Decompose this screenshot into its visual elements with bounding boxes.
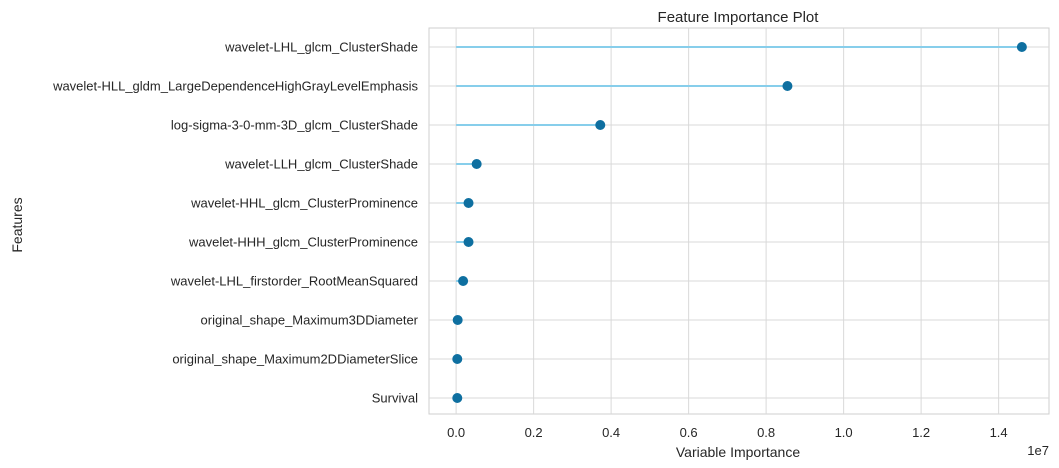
y-tick-labels: wavelet-LHL_glcm_ClusterShade wavelet-HLL… (52, 40, 419, 406)
x-tick-label: 0.6 (680, 425, 698, 440)
x-tick-label: 0.0 (447, 425, 465, 440)
importance-point (452, 315, 463, 325)
importance-point (471, 159, 482, 169)
x-axis-label: Variable Importance (676, 444, 800, 460)
importance-point (782, 81, 793, 91)
feature-label: wavelet-LHL_firstorder_RootMeanSquared (170, 274, 418, 289)
x-tick-label: 0.8 (757, 425, 775, 440)
x-tick-label: 1.2 (912, 425, 930, 440)
x-tick-label: 0.4 (602, 425, 620, 440)
importance-point (463, 198, 474, 208)
dot-layer (452, 42, 1027, 403)
importance-point (463, 237, 474, 247)
x-tick-label: 1.0 (835, 425, 853, 440)
importance-point (595, 120, 606, 130)
feature-label: log-sigma-3-0-mm-3D_glcm_ClusterShade (171, 118, 418, 133)
feature-label: wavelet-HHH_glcm_ClusterProminence (188, 235, 418, 250)
y-axis-label: Features (9, 197, 25, 252)
plot-area (428, 27, 1050, 415)
chart-title: Feature Importance Plot (658, 9, 820, 26)
importance-point (452, 393, 463, 403)
feature-label: wavelet-LLH_glcm_ClusterShade (224, 157, 418, 172)
feature-label: wavelet-LHL_glcm_ClusterShade (224, 40, 418, 55)
x-tick-label: 1.4 (990, 425, 1008, 440)
x-axis-exponent-label: 1e7 (1027, 443, 1049, 458)
feature-label: wavelet-HLL_gldm_LargeDependenceHighGray… (52, 79, 418, 94)
x-tick-label: 0.2 (525, 425, 543, 440)
feature-label: original_shape_Maximum2DDiameterSlice (172, 352, 418, 367)
feature-label: Survival (372, 391, 418, 406)
importance-point (1016, 42, 1027, 52)
feature-label: original_shape_Maximum3DDiameter (201, 313, 419, 328)
feature-label: wavelet-HHL_glcm_ClusterProminence (190, 196, 418, 211)
importance-point (452, 354, 463, 364)
importance-point (458, 276, 469, 286)
x-tick-labels: 0.0 0.2 0.4 0.6 0.8 1.0 1.2 1.4 (447, 425, 1008, 440)
